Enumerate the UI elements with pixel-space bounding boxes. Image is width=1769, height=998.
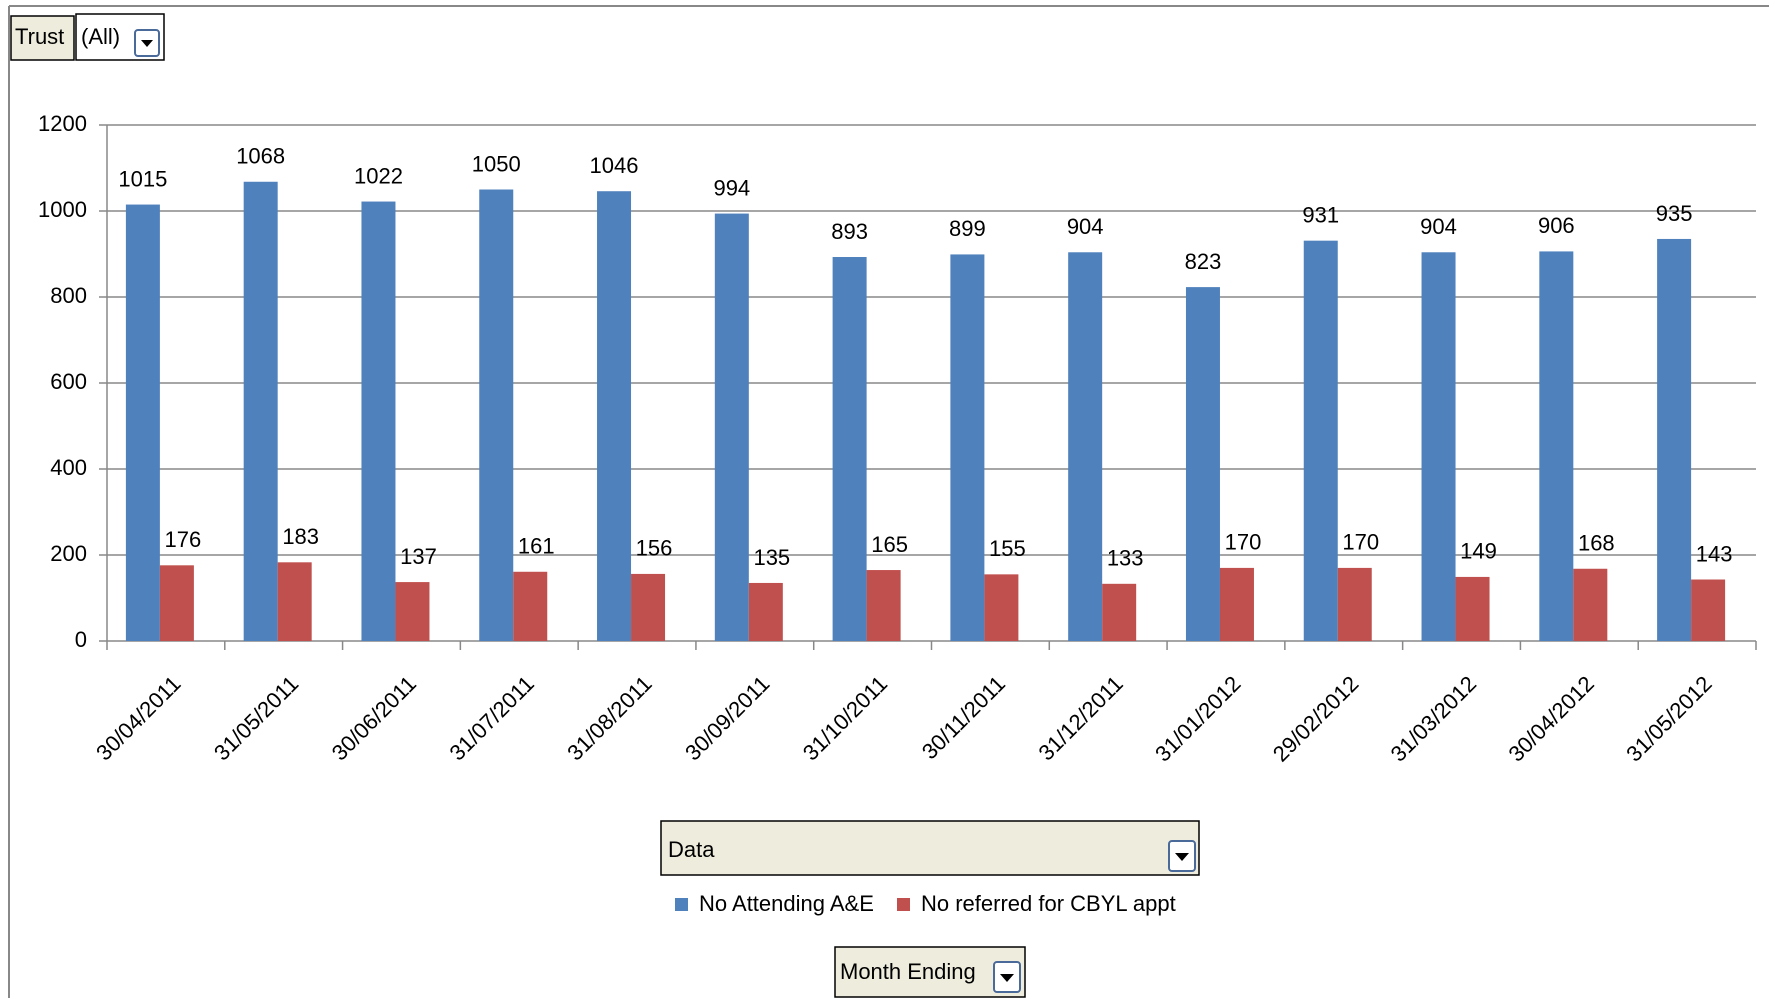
- bar: [277, 562, 312, 641]
- x-tick-label: 31/03/2012: [1386, 671, 1482, 767]
- bar: [950, 254, 985, 641]
- data-label: 906: [1538, 213, 1575, 238]
- data-label: 155: [989, 536, 1026, 561]
- x-tick-label: 30/11/2011: [917, 671, 1010, 764]
- legend-label: No Attending A&E: [699, 891, 874, 916]
- data-label: 170: [1225, 530, 1262, 555]
- bar: [1657, 238, 1692, 641]
- data-label: 183: [282, 524, 319, 549]
- data-label: 823: [1185, 249, 1222, 274]
- bar: [1573, 568, 1608, 641]
- data-field-box: [660, 820, 1200, 876]
- y-tick-label: 400: [50, 455, 87, 480]
- x-tick-label: 31/10/2011: [798, 671, 892, 765]
- bar: [479, 189, 514, 641]
- data-label: 149: [1460, 539, 1497, 564]
- x-tick-label: 31/07/2011: [445, 671, 539, 765]
- bar: [1068, 252, 1103, 641]
- bar: [1455, 576, 1490, 641]
- x-tick-label: 29/02/2012: [1268, 671, 1364, 767]
- legend-swatch: [897, 898, 910, 911]
- filter-value-dropdown[interactable]: (All): [75, 13, 165, 61]
- bar: [1539, 251, 1574, 642]
- y-tick-label: 0: [75, 627, 87, 652]
- x-tick-label: 31/08/2011: [562, 671, 656, 765]
- data-label: 170: [1342, 530, 1379, 555]
- dropdown-arrow: [141, 40, 153, 47]
- y-tick-label: 1200: [38, 111, 87, 136]
- data-label: 161: [518, 534, 555, 559]
- data-label: 893: [831, 219, 868, 244]
- legend-swatch: [675, 898, 688, 911]
- data-field-label: Data: [668, 837, 715, 862]
- dropdown-arrow: [1000, 974, 1014, 982]
- filter-field-label: Trust: [15, 24, 64, 49]
- bar: [984, 574, 1019, 641]
- axis-field-dropdown[interactable]: Month Ending: [834, 946, 1026, 998]
- data-label: 904: [1420, 214, 1457, 239]
- filter-field-box: [10, 15, 75, 61]
- data-label: 156: [636, 536, 673, 561]
- filter-field-button[interactable]: Trust: [10, 15, 75, 61]
- bar: [714, 213, 749, 641]
- bar: [125, 204, 160, 642]
- bar: [159, 565, 194, 641]
- data-label: 994: [713, 175, 750, 200]
- data-label: 935: [1656, 201, 1693, 226]
- data-label: 931: [1302, 202, 1339, 227]
- bar: [395, 582, 430, 641]
- data-label: 137: [400, 544, 437, 569]
- bar: [1303, 240, 1338, 642]
- x-tick-label: 31/01/2012: [1150, 671, 1246, 767]
- data-label: 143: [1696, 541, 1733, 566]
- y-tick-label: 1000: [38, 197, 87, 222]
- bar: [243, 181, 278, 641]
- data-label: 904: [1067, 214, 1104, 239]
- data-label: 1068: [236, 144, 285, 169]
- x-tick-label: 30/09/2011: [680, 671, 774, 765]
- bar: [832, 257, 867, 641]
- bar: [597, 191, 632, 641]
- data-label: 1022: [354, 163, 403, 188]
- bar: [1421, 252, 1456, 641]
- x-tick-label: 30/04/2011: [91, 671, 185, 765]
- bar: [866, 570, 901, 641]
- data-label: 168: [1578, 531, 1615, 556]
- data-label: 133: [1107, 546, 1144, 571]
- dropdown-arrow: [1175, 853, 1189, 861]
- y-tick-label: 200: [50, 541, 87, 566]
- data-label: 1050: [472, 151, 521, 176]
- data-label: 1046: [590, 153, 639, 178]
- bar: [1691, 579, 1726, 641]
- bar: [631, 573, 666, 641]
- x-tick-label: 31/12/2011: [1033, 671, 1127, 765]
- x-tick-label: 31/05/2012: [1621, 671, 1717, 767]
- x-tick-label: 31/05/2011: [209, 671, 303, 765]
- legend-label: No referred for CBYL appt: [921, 891, 1176, 916]
- bar: [748, 582, 783, 641]
- y-tick-label: 800: [50, 283, 87, 308]
- filter-value-label: (All): [81, 24, 120, 49]
- x-tick-label: 30/04/2012: [1503, 671, 1599, 767]
- bar: [1219, 567, 1254, 641]
- data-label: 165: [871, 532, 908, 557]
- y-tick-label: 600: [50, 369, 87, 394]
- bar: [1337, 567, 1372, 641]
- bar: [1102, 583, 1137, 641]
- data-label: 176: [165, 527, 202, 552]
- bar: [513, 571, 548, 641]
- data-field-dropdown[interactable]: Data: [660, 820, 1200, 876]
- bar: [361, 201, 396, 642]
- data-label: 135: [753, 545, 790, 570]
- data-label: 1015: [118, 166, 167, 191]
- x-tick-label: 30/06/2011: [327, 671, 421, 765]
- axis-field-label: Month Ending: [840, 959, 976, 984]
- data-label: 899: [949, 216, 986, 241]
- bar: [1185, 287, 1220, 641]
